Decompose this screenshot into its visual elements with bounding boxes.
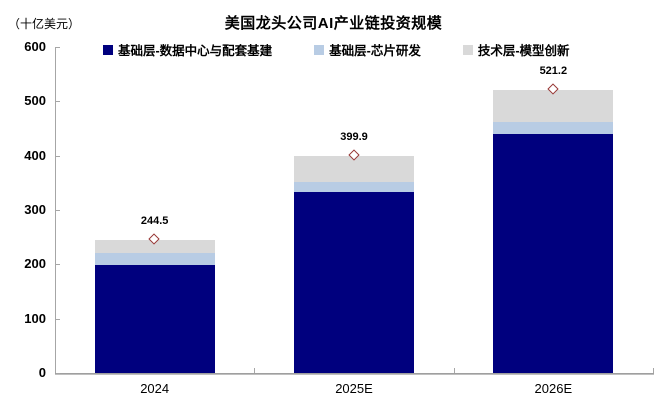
legend-label: 技术层-模型创新 xyxy=(477,44,570,58)
legend-item-1: 基础层-芯片研发 xyxy=(314,40,421,59)
bar-segment-chip xyxy=(294,182,414,193)
total-value-label: 244.5 xyxy=(140,215,169,228)
y-axis-label: 300 xyxy=(24,202,46,217)
x-axis-tick xyxy=(653,368,654,373)
legend: 基础层-数据中心与配套基建 基础层-芯片研发 技术层-模型创新 xyxy=(103,40,570,59)
bar-segment-datacenter xyxy=(493,133,614,373)
legend-label: 基础层-数据中心与配套基建 xyxy=(118,44,273,58)
y-axis-tick xyxy=(56,318,60,320)
y-axis-label: 600 xyxy=(24,39,46,54)
x-axis-tick xyxy=(254,368,256,373)
y-axis-label: 100 xyxy=(24,310,46,326)
y-axis-tick xyxy=(56,47,60,48)
legend-swatch-icon xyxy=(103,44,113,55)
y-axis-label: 500 xyxy=(24,93,46,109)
x-axis-label: 2026E xyxy=(534,381,573,396)
y-axis-label: 400 xyxy=(24,147,46,163)
bar-segment-datacenter xyxy=(94,265,215,373)
x-axis-tick xyxy=(453,368,455,373)
y-axis-tick xyxy=(56,101,60,103)
y-axis-line xyxy=(55,47,56,373)
y-axis-tick xyxy=(56,264,60,266)
legend-label: 基础层-芯片研发 xyxy=(329,44,421,58)
bar-segment-chip xyxy=(94,253,215,266)
bar-segment-chip xyxy=(493,121,614,134)
bar-segment-model xyxy=(493,89,614,122)
x-axis-line xyxy=(55,373,654,375)
y-axis-unit-label: （十亿美元） xyxy=(8,17,81,31)
y-axis-tick xyxy=(56,210,60,211)
y-axis-tick xyxy=(56,155,60,157)
legend-item-0: 基础层-数据中心与配套基建 xyxy=(103,40,272,59)
chart-title: 美国龙头公司AI产业链投资规模 xyxy=(224,15,443,32)
bar-segment-model xyxy=(94,240,215,254)
total-value-label: 521.2 xyxy=(539,64,568,77)
legend-swatch-icon xyxy=(314,44,325,55)
bar-segment-datacenter xyxy=(294,192,414,373)
x-axis-label: 2024 xyxy=(140,381,170,396)
total-value-label: 399.9 xyxy=(340,130,368,143)
legend-item-2: 技术层-模型创新 xyxy=(462,40,570,59)
legend-swatch-icon xyxy=(462,44,473,55)
y-axis-label: 200 xyxy=(24,256,46,272)
y-axis-label: 0 xyxy=(38,365,46,380)
y-axis-tick xyxy=(56,373,60,374)
x-axis-label: 2025E xyxy=(335,381,373,396)
